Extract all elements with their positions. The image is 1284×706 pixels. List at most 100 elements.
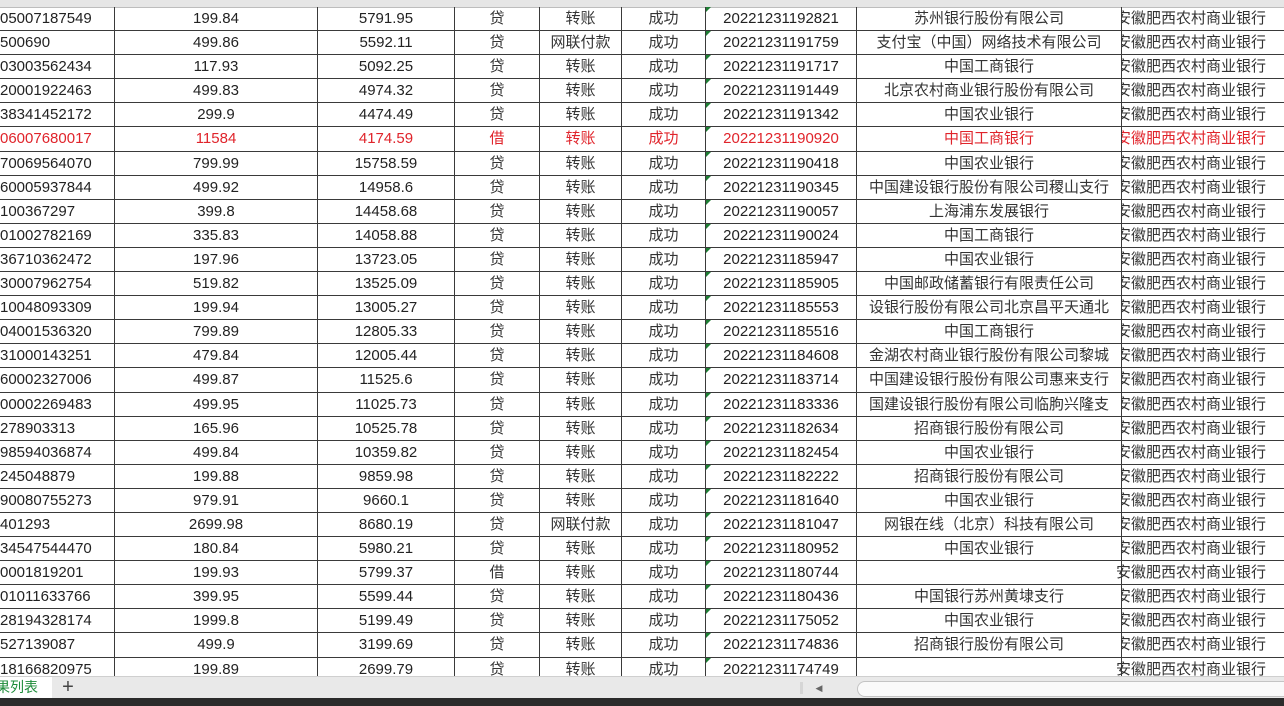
direction-cell[interactable]: 贷 (455, 537, 540, 561)
balance-cell[interactable]: 4174.59 (318, 127, 455, 151)
account-cell[interactable]: 18166820975 (0, 657, 115, 681)
bank-cell[interactable]: 安徽肥西农村商业银行 (1122, 298, 1267, 317)
balance-cell[interactable]: 12005.44 (318, 344, 455, 368)
type-cell[interactable]: 转账 (540, 175, 622, 199)
status-cell[interactable]: 成功 (622, 272, 706, 296)
type-cell[interactable]: 转账 (540, 7, 622, 31)
balance-cell[interactable]: 8680.19 (318, 512, 455, 537)
counterparty-cell[interactable]: 网银在线（北京）科技有限公司 (857, 512, 1122, 537)
account-cell[interactable]: 98594036874 (0, 440, 115, 464)
balance-cell[interactable]: 14958.6 (318, 175, 455, 199)
status-cell[interactable]: 成功 (622, 55, 706, 79)
status-cell[interactable]: 成功 (622, 296, 706, 320)
status-cell[interactable]: 成功 (622, 127, 706, 151)
account-cell[interactable]: 60002327006 (0, 368, 115, 392)
counterparty-cell[interactable]: 中国农业银行 (857, 609, 1122, 633)
bank-cell[interactable]: 安徽肥西农村商业银行 (1122, 370, 1267, 389)
status-cell[interactable]: 成功 (622, 416, 706, 440)
status-cell[interactable]: 成功 (622, 512, 706, 537)
amount-cell[interactable]: 199.94 (115, 296, 318, 320)
serial-cell[interactable]: 20221231190920 (706, 127, 857, 151)
direction-cell[interactable]: 贷 (455, 609, 540, 633)
counterparty-cell[interactable]: 设银行股份有限公司北京昌平天通北 (857, 296, 1122, 320)
type-cell[interactable]: 转账 (540, 633, 622, 657)
serial-cell[interactable]: 20221231185947 (706, 247, 857, 272)
direction-cell[interactable]: 贷 (455, 55, 540, 79)
account-cell[interactable]: 03003562434 (0, 55, 115, 79)
counterparty-cell[interactable]: 中国农业银行 (857, 103, 1122, 127)
direction-cell[interactable]: 借 (455, 127, 540, 151)
bank-cell[interactable]: 安徽肥西农村商业银行 (1122, 274, 1267, 293)
account-cell[interactable]: 38341452172 (0, 103, 115, 127)
account-cell[interactable]: 01002782169 (0, 223, 115, 247)
counterparty-cell[interactable]: 支付宝（中国）网络技术有限公司 (857, 31, 1122, 55)
counterparty-cell[interactable]: 中国建设银行股份有限公司稷山支行 (857, 175, 1122, 199)
type-cell[interactable]: 转账 (540, 320, 622, 344)
direction-cell[interactable]: 贷 (455, 633, 540, 657)
status-cell[interactable]: 成功 (622, 79, 706, 103)
bank-cell[interactable]: 安徽肥西农村商业银行 (1116, 659, 1267, 678)
counterparty-cell[interactable] (857, 657, 1122, 681)
serial-cell[interactable]: 20221231190057 (706, 199, 857, 223)
bank-cell[interactable]: 安徽肥西农村商业银行 (1122, 201, 1267, 220)
counterparty-cell[interactable]: 中国农业银行 (857, 440, 1122, 464)
serial-cell[interactable]: 20221231182454 (706, 440, 857, 464)
status-cell[interactable]: 成功 (622, 440, 706, 464)
serial-cell[interactable]: 20221231184608 (706, 344, 857, 368)
balance-cell[interactable]: 11525.6 (318, 368, 455, 392)
amount-cell[interactable]: 479.84 (115, 344, 318, 368)
direction-cell[interactable]: 贷 (455, 344, 540, 368)
status-cell[interactable]: 成功 (622, 175, 706, 199)
amount-cell[interactable]: 399.8 (115, 199, 318, 223)
status-cell[interactable]: 成功 (622, 344, 706, 368)
direction-cell[interactable]: 贷 (455, 320, 540, 344)
horizontal-scrollbar[interactable]: ◀ (800, 680, 1284, 697)
type-cell[interactable]: 转账 (540, 127, 622, 151)
status-cell[interactable]: 成功 (622, 392, 706, 416)
direction-cell[interactable]: 贷 (455, 247, 540, 272)
counterparty-cell[interactable]: 中国建设银行股份有限公司惠来支行 (857, 368, 1122, 392)
account-cell[interactable]: 401293 (0, 512, 115, 537)
status-cell[interactable]: 成功 (622, 31, 706, 55)
direction-cell[interactable]: 贷 (455, 272, 540, 296)
plus-icon[interactable]: + (62, 676, 74, 698)
balance-cell[interactable]: 9859.98 (318, 464, 455, 488)
account-cell[interactable]: 00002269483 (0, 392, 115, 416)
amount-cell[interactable]: 499.86 (115, 31, 318, 55)
serial-cell[interactable]: 20221231181047 (706, 512, 857, 537)
direction-cell[interactable]: 贷 (455, 31, 540, 55)
type-cell[interactable]: 转账 (540, 368, 622, 392)
bank-cell[interactable]: 安徽肥西农村商业银行 (1122, 635, 1267, 654)
serial-cell[interactable]: 20221231182634 (706, 416, 857, 440)
amount-cell[interactable]: 117.93 (115, 55, 318, 79)
counterparty-cell[interactable]: 中国农业银行 (857, 537, 1122, 561)
direction-cell[interactable]: 贷 (455, 368, 540, 392)
serial-cell[interactable]: 20221231190024 (706, 223, 857, 247)
type-cell[interactable]: 转账 (540, 151, 622, 175)
direction-cell[interactable]: 贷 (455, 296, 540, 320)
balance-cell[interactable]: 5980.21 (318, 537, 455, 561)
serial-cell[interactable]: 20221231174749 (706, 657, 857, 681)
account-cell[interactable]: 278903313 (0, 416, 115, 440)
bank-cell[interactable]: 安徽肥西农村商业银行 (1122, 418, 1267, 437)
balance-cell[interactable]: 5092.25 (318, 55, 455, 79)
account-cell[interactable]: 01011633766 (0, 585, 115, 609)
serial-cell[interactable]: 20221231185516 (706, 320, 857, 344)
status-cell[interactable]: 成功 (622, 657, 706, 681)
direction-cell[interactable]: 贷 (455, 440, 540, 464)
balance-cell[interactable]: 5592.11 (318, 31, 455, 55)
direction-cell[interactable]: 贷 (455, 512, 540, 537)
type-cell[interactable]: 转账 (540, 55, 622, 79)
serial-cell[interactable]: 20221231180952 (706, 537, 857, 561)
direction-cell[interactable]: 贷 (455, 151, 540, 175)
serial-cell[interactable]: 20221231190418 (706, 151, 857, 175)
amount-cell[interactable]: 199.84 (115, 7, 318, 31)
direction-cell[interactable]: 贷 (455, 199, 540, 223)
direction-cell[interactable]: 贷 (455, 585, 540, 609)
bank-cell[interactable]: 安徽肥西农村商业银行 (1122, 539, 1267, 558)
direction-cell[interactable]: 贷 (455, 7, 540, 31)
account-cell[interactable]: 20001922463 (0, 79, 115, 103)
status-cell[interactable]: 成功 (622, 368, 706, 392)
type-cell[interactable]: 转账 (540, 199, 622, 223)
counterparty-cell[interactable]: 中国工商银行 (857, 127, 1122, 151)
